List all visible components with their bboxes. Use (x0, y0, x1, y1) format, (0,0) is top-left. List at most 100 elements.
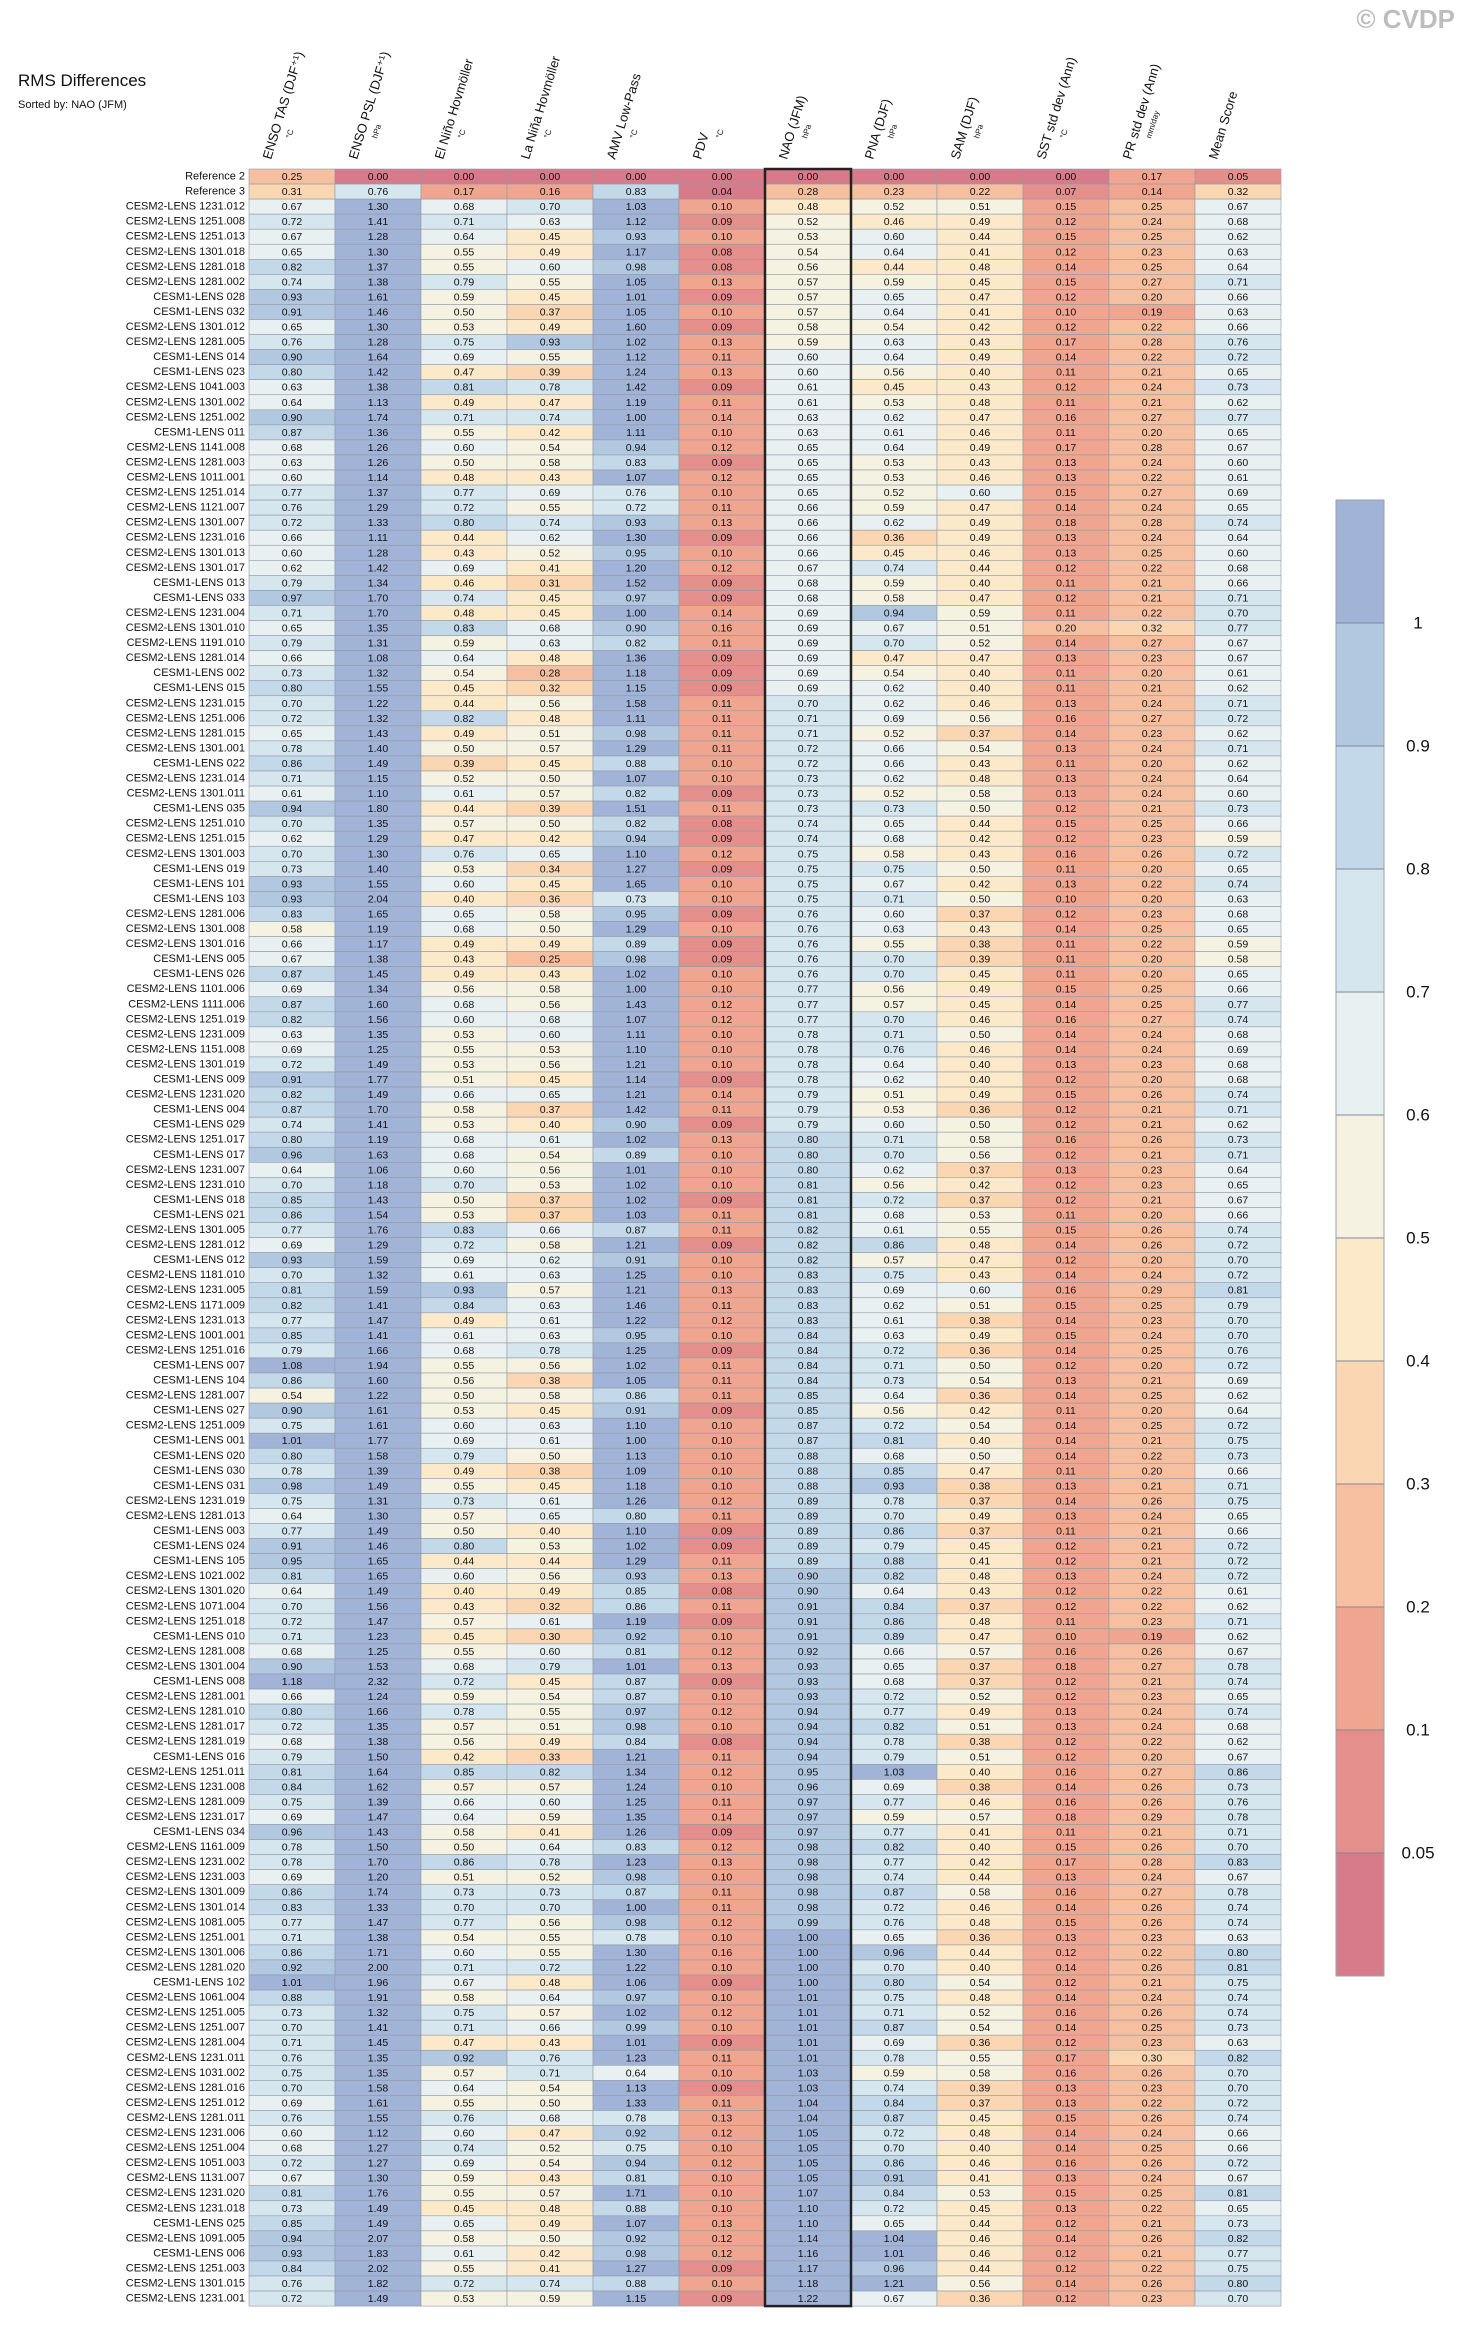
cell-value: 0.62 (884, 683, 905, 695)
cell-value: 0.87 (884, 2112, 905, 2124)
cell-value: 0.96 (282, 1827, 303, 1839)
cell-value: 0.13 (1056, 1872, 1077, 1884)
cell-value: 1.18 (368, 1179, 389, 1191)
cell-value: 0.62 (884, 517, 905, 529)
row-name: CESM2-LENS 1281.015 (126, 727, 245, 739)
cell-value: 0.60 (454, 2128, 475, 2140)
cell-value: 0.67 (884, 623, 905, 635)
cell-value: 0.62 (884, 1074, 905, 1086)
cell-value: 0.73 (454, 1495, 475, 1507)
cell-value: 0.08 (712, 246, 733, 258)
cell-value: 0.50 (540, 2097, 561, 2109)
cell-value: 0.55 (540, 1947, 561, 1959)
cell-value: 0.55 (884, 939, 905, 951)
cell-value: 0.55 (970, 2052, 991, 2064)
cell-value: 0.75 (454, 337, 475, 349)
cell-value: 0.49 (540, 322, 561, 334)
cell-value: 0.63 (282, 457, 303, 469)
cell-value: 0.16 (1056, 713, 1077, 725)
cell-value: 0.98 (626, 1917, 647, 1929)
cell-value: 0.98 (626, 1721, 647, 1733)
cell-value: 0.46 (970, 427, 991, 439)
cell-value: 1.10 (368, 788, 389, 800)
cell-value: 0.47 (454, 833, 475, 845)
cell-value: 0.40 (970, 1074, 991, 1086)
cell-value: 0.81 (1228, 1285, 1249, 1297)
cell-value: 0.82 (282, 1014, 303, 1026)
cell-value: 0.69 (454, 2158, 475, 2170)
cell-value: 0.45 (884, 547, 905, 559)
cell-value: 0.68 (282, 442, 303, 454)
cell-value: 0.52 (540, 1872, 561, 1884)
cell-value: 0.91 (282, 306, 303, 318)
cell-value: 0.74 (884, 562, 905, 574)
row-name: CESM2-LENS 1231.014 (126, 773, 245, 785)
cell-value: 0.23 (884, 186, 905, 198)
cell-value: 0.64 (1228, 1164, 1249, 1176)
cell-value: 0.13 (712, 367, 733, 379)
cell-value: 0.68 (884, 1209, 905, 1221)
row-name: CESM2-LENS 1281.014 (126, 652, 245, 664)
cell-value: 0.82 (626, 638, 647, 650)
cell-value: 0.36 (970, 1345, 991, 1357)
cell-value: 0.45 (540, 758, 561, 770)
cell-value: 0.45 (970, 276, 991, 288)
row-name: CESM2-LENS 1251.001 (126, 1931, 245, 1943)
cell-value: 0.50 (454, 1390, 475, 1402)
cell-value: 0.86 (454, 1857, 475, 1869)
cell-value: 1.43 (368, 1827, 389, 1839)
cell-value: 0.49 (970, 1330, 991, 1342)
cell-value: 0.61 (798, 397, 819, 409)
cell-value: 0.13 (1056, 1375, 1077, 1387)
cell-value: 0.13 (1056, 1059, 1077, 1071)
cell-value: 0.60 (884, 231, 905, 243)
cell-value: 0.25 (1142, 984, 1163, 996)
row-name: CESM2-LENS 1161.009 (127, 1841, 245, 1853)
cell-value: 0.72 (1228, 713, 1249, 725)
cell-value: 0.13 (1056, 2082, 1077, 2094)
cell-value: 0.50 (454, 457, 475, 469)
cell-value: 0.45 (540, 878, 561, 890)
row-name: CESM2-LENS 1301.006 (126, 1946, 245, 1958)
cell-value: 0.49 (540, 1586, 561, 1598)
cell-value: 0.72 (454, 502, 475, 514)
cell-value: 0.72 (1228, 1541, 1249, 1553)
cell-value: 0.66 (1228, 291, 1249, 303)
cell-value: 0.12 (1056, 382, 1077, 394)
cell-value: 0.26 (1142, 1134, 1163, 1146)
cell-value: 0.71 (1228, 1104, 1249, 1116)
cell-value: 0.62 (540, 532, 561, 544)
cell-value: 0.80 (282, 683, 303, 695)
cell-value: 1.27 (368, 2143, 389, 2155)
row-name: CESM2-LENS 1251.019 (126, 1013, 245, 1025)
cell-value: 1.47 (368, 1616, 389, 1628)
cell-value: 1.00 (798, 1977, 819, 1989)
cell-value: 1.46 (626, 1300, 647, 1312)
cell-value: 0.50 (454, 743, 475, 755)
row-name: CESM2-LENS 1231.001 (126, 2293, 245, 2305)
cell-value: 0.58 (540, 984, 561, 996)
cell-value: 0.72 (1228, 2097, 1249, 2109)
cell-value: 0.22 (1142, 352, 1163, 364)
cell-value: 0.69 (1228, 487, 1249, 499)
row-name: CESM2-LENS 1281.020 (126, 1961, 245, 1973)
cell-value: 0.67 (884, 2293, 905, 2305)
cell-value: 0.00 (540, 171, 561, 183)
cell-value: 0.90 (798, 1571, 819, 1583)
cell-value: 0.42 (540, 427, 561, 439)
cell-value: 0.20 (1142, 758, 1163, 770)
cell-value: 0.49 (540, 1736, 561, 1748)
cell-value: 0.82 (798, 1240, 819, 1252)
cell-value: 0.54 (970, 743, 991, 755)
cell-value: 0.98 (626, 2248, 647, 2260)
cell-value: 0.49 (540, 939, 561, 951)
cell-value: 0.58 (798, 322, 819, 334)
cell-value: 0.62 (884, 1164, 905, 1176)
cell-value: 0.74 (1228, 1902, 1249, 1914)
colorbar-segment (1336, 1607, 1384, 1730)
cell-value: 1.00 (626, 1902, 647, 1914)
cell-value: 0.12 (1056, 246, 1077, 258)
column-unit: °C (284, 128, 295, 139)
cell-value: 0.47 (884, 653, 905, 665)
row-name: CESM1-LENS 014 (153, 351, 245, 363)
